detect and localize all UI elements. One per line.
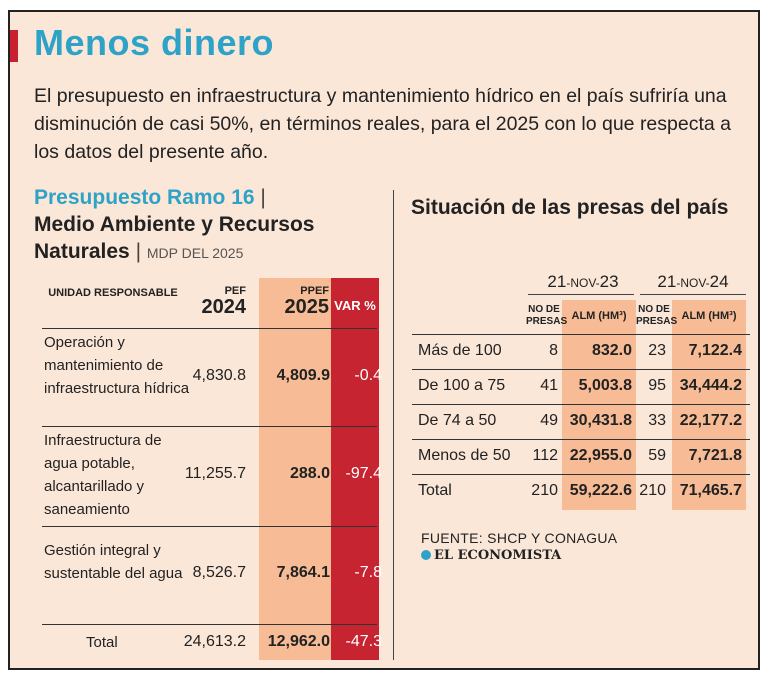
row-pef: 24,613.2 xyxy=(183,633,246,650)
budget-units: MDP DEL 2025 xyxy=(146,245,244,261)
dams-title: Situación de las presas del país xyxy=(411,196,729,219)
header-alm-2024: ALM (HM³) xyxy=(681,310,737,322)
date-2023: 21-NOV-23 xyxy=(528,272,638,292)
row-var: -47.3 xyxy=(345,633,382,650)
row-name: De 100 a 75 xyxy=(418,377,506,394)
header-ppef-label: PPEF xyxy=(300,285,329,297)
header-pef-year: 2024 xyxy=(201,296,247,318)
row-ppef: 288.0 xyxy=(289,465,330,482)
budget-title-separator-2: | xyxy=(135,240,142,263)
ppef-column-highlight xyxy=(259,278,331,660)
row-alm-2023: 5,003.8 xyxy=(578,377,632,394)
section-divider xyxy=(393,190,394,660)
table-row: Menos de 50 112 22,955.0 59 7,721.8 xyxy=(412,439,750,474)
row-alm-2024: 71,465.7 xyxy=(679,482,742,499)
row-alm-2023: 22,955.0 xyxy=(569,447,632,464)
header-presas-2023: NO DE PRESAS xyxy=(526,304,568,327)
row-alm-2023: 30,431.8 xyxy=(569,412,632,429)
budget-title-ramo: Presupuesto Ramo 16 xyxy=(34,186,255,209)
date-2023-day: 21 xyxy=(547,272,567,291)
row-var: -0.4 xyxy=(354,367,382,384)
date-2024-year: 24 xyxy=(709,272,729,291)
date-2024: 21-NOV-24 xyxy=(638,272,748,292)
row-var: -7.8 xyxy=(354,564,382,581)
row-name: Total xyxy=(86,634,118,651)
header-alm-2023: ALM (HM³) xyxy=(571,310,627,322)
table-row: De 100 a 75 41 5,003.8 95 34,444.2 xyxy=(412,369,750,404)
row-ppef: 12,962.0 xyxy=(267,633,330,650)
source-note: FUENTE: SHCP Y CONAGUA xyxy=(421,530,618,546)
row-alm-2024: 7,721.8 xyxy=(688,447,742,464)
row-pef: 8,526.7 xyxy=(192,564,246,581)
row-alm-2024: 34,444.2 xyxy=(679,377,742,394)
table-row: Más de 100 8 832.0 23 7,122.4 xyxy=(412,334,750,369)
title-accent-bar xyxy=(10,30,18,62)
table-row-total: Total 24,613.2 12,962.0 -47.3 xyxy=(42,624,382,660)
budget-title-sector: Medio Ambiente y Recursos Naturales xyxy=(34,213,315,263)
header-ppef-year: 2025 xyxy=(284,296,330,318)
dams-table: 21-NOV-23 21-NOV-24 NO DE PRESAS ALM (HM… xyxy=(408,262,753,512)
row-alm-2024: 22,177.2 xyxy=(679,412,742,429)
row-name: Gestión integral y sustentable del agua xyxy=(44,542,183,582)
row-presas-2023: 112 xyxy=(532,447,558,464)
budget-title: Presupuesto Ramo 16 | Medio Ambiente y R… xyxy=(34,184,379,267)
header-pef-label: PEF xyxy=(224,285,246,297)
date-2024-month: -NOV- xyxy=(676,276,710,290)
alm23-column-highlight xyxy=(562,300,636,510)
row-pef: 11,255.7 xyxy=(184,465,246,482)
row-ppef: 4,809.9 xyxy=(276,367,330,384)
row-presas-2024: 210 xyxy=(639,482,666,499)
publisher-logo: EL ECONOMISTA xyxy=(421,548,561,563)
infographic-frame: Menos dinero El presupuesto en infraestr… xyxy=(8,10,760,670)
header-presas-2024: NO DE PRESAS xyxy=(636,304,678,327)
logo-text: EL ECONOMISTA xyxy=(434,548,562,563)
date-2023-month: -NOV- xyxy=(566,276,600,290)
row-presas-2023: 49 xyxy=(540,412,558,429)
row-alm-2023: 832.0 xyxy=(591,342,632,359)
date-2024-day: 21 xyxy=(657,272,677,291)
row-presas-2023: 210 xyxy=(531,482,558,499)
row-presas-2024: 59 xyxy=(648,447,666,464)
row-name: Total xyxy=(418,482,452,499)
row-pef: 4,830.8 xyxy=(192,367,246,384)
headline: Menos dinero xyxy=(34,22,275,63)
budget-table: UNIDAD RESPONSABLE PEF 2024 PPEF 2025 VA… xyxy=(28,278,382,662)
alm24-column-highlight xyxy=(672,300,746,510)
table-row-total: Total 210 59,222.6 210 71,465.7 xyxy=(412,474,750,509)
header-ppef: PPEF 2025 xyxy=(259,285,330,318)
globe-icon xyxy=(421,550,431,560)
header-var: VAR % xyxy=(334,298,376,313)
date-2023-underline xyxy=(528,294,634,295)
var-column-highlight xyxy=(331,278,379,660)
row-presas-2024: 23 xyxy=(648,342,666,359)
row-name: Infraestructura de agua potable, alcanta… xyxy=(44,432,162,518)
row-alm-2024: 7,122.4 xyxy=(688,342,742,359)
row-presas-2023: 8 xyxy=(549,342,558,359)
table-row: Infraestructura de agua potable, alcanta… xyxy=(42,426,382,524)
header-unidad: UNIDAD RESPONSABLE xyxy=(48,287,178,299)
row-name: De 74 a 50 xyxy=(418,412,497,429)
row-ppef: 7,864.1 xyxy=(276,564,330,581)
table-row: Gestión integral y sustentable del agua … xyxy=(42,526,382,622)
date-2023-year: 23 xyxy=(599,272,619,291)
row-presas-2024: 95 xyxy=(648,377,666,394)
table-row: Operación y mantenimiento de infraestruc… xyxy=(42,328,382,424)
row-presas-2023: 41 xyxy=(540,377,558,394)
budget-title-separator: | xyxy=(260,186,266,209)
date-2024-underline xyxy=(640,294,746,295)
row-name: Operación y mantenimiento de infraestruc… xyxy=(44,334,190,397)
row-presas-2024: 33 xyxy=(648,412,666,429)
table-row: De 74 a 50 49 30,431.8 33 22,177.2 xyxy=(412,404,750,439)
row-name: Más de 100 xyxy=(418,342,502,359)
row-name: Menos de 50 xyxy=(418,447,511,464)
intro-text: El presupuesto en infraestructura y mant… xyxy=(34,85,731,163)
row-var: -97.4 xyxy=(345,465,382,482)
row-alm-2023: 59,222.6 xyxy=(569,482,632,499)
header-pef: PEF 2024 xyxy=(176,285,247,318)
